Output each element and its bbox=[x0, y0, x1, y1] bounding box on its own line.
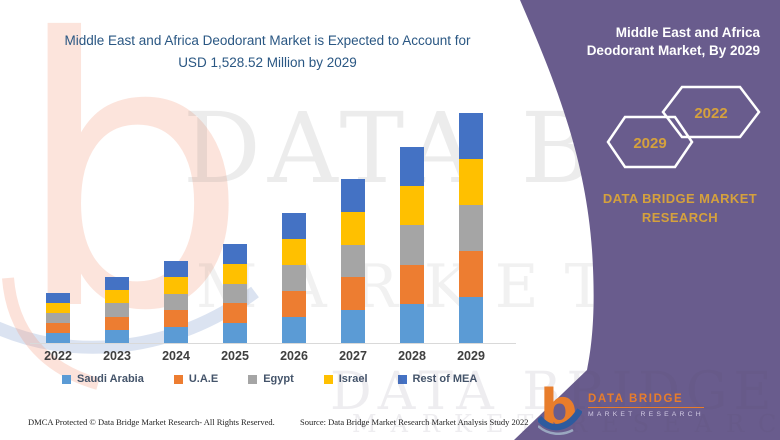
hexagon-2029 bbox=[606, 115, 694, 169]
legend-item-egypt: Egypt bbox=[248, 373, 294, 385]
chart-title-line2: USD 1,528.52 Million by 2029 bbox=[178, 54, 357, 70]
bar-segment-saudi-arabia bbox=[459, 296, 483, 343]
footer-dmca-text: DMCA Protected © Data Bridge Market Rese… bbox=[28, 417, 275, 427]
bar-segment-u-a-e bbox=[105, 316, 129, 330]
legend-label: Rest of MEA bbox=[412, 373, 478, 385]
legend-swatch-icon bbox=[62, 374, 71, 384]
bar-segment-egypt bbox=[282, 264, 306, 291]
legend-label: Egypt bbox=[263, 373, 294, 385]
side-panel-title-line1: Middle East and Africa bbox=[615, 25, 760, 40]
x-axis-label-2024: 2024 bbox=[162, 349, 190, 363]
bar-segment-rest-of-mea bbox=[459, 113, 483, 159]
dbmr-logo-icon: b bbox=[538, 383, 582, 435]
bar-segment-saudi-arabia bbox=[46, 332, 70, 343]
x-axis-label-2029: 2029 bbox=[457, 349, 485, 363]
side-panel-brand: DATA BRIDGE MARKET RESEARCH bbox=[586, 190, 774, 228]
legend-item-israel: Israel bbox=[323, 373, 368, 385]
stacked-bar-2029 bbox=[459, 113, 483, 343]
bar-segment-rest-of-mea bbox=[164, 260, 188, 278]
stacked-bar-2027 bbox=[341, 178, 365, 343]
stacked-bar-2022 bbox=[46, 293, 70, 343]
bar-segment-israel bbox=[459, 159, 483, 205]
bar-segment-saudi-arabia bbox=[164, 326, 188, 343]
bar-segment-saudi-arabia bbox=[223, 323, 247, 343]
legend-swatch-icon bbox=[323, 374, 333, 384]
bar-segment-u-a-e bbox=[282, 290, 306, 317]
chart-title-line1: Middle East and Africa Deodorant Market … bbox=[64, 33, 471, 48]
legend-item-rest-of-mea: Rest of MEA bbox=[397, 373, 478, 385]
bar-segment-israel bbox=[282, 238, 306, 265]
stacked-bar-2023 bbox=[105, 276, 129, 343]
stacked-bar-2026 bbox=[282, 212, 306, 343]
bar-segment-rest-of-mea bbox=[46, 293, 70, 304]
x-axis-label-2026: 2026 bbox=[280, 349, 308, 363]
bar-segment-u-a-e bbox=[341, 277, 365, 311]
bar-segment-u-a-e bbox=[164, 310, 188, 327]
bar-segment-egypt bbox=[46, 313, 70, 323]
bar-segment-israel bbox=[400, 186, 424, 226]
hexagon-2022-label: 2022 bbox=[694, 105, 727, 122]
side-panel-title: Middle East and Africa Deodorant Market,… bbox=[587, 24, 760, 60]
legend-label: Saudi Arabia bbox=[77, 373, 144, 385]
stacked-bar-2025 bbox=[223, 243, 247, 343]
bar-segment-u-a-e bbox=[400, 264, 424, 304]
stacked-bar-plot bbox=[46, 113, 483, 343]
dbmr-logo-subtitle: MARKET RESEARCH bbox=[588, 411, 704, 418]
bar-segment-rest-of-mea bbox=[105, 276, 129, 291]
legend-swatch-icon bbox=[397, 374, 407, 384]
bar-segment-israel bbox=[341, 211, 365, 245]
legend-item-saudi-arabia: Saudi Arabia bbox=[62, 373, 144, 385]
bar-segment-rest-of-mea bbox=[282, 212, 306, 239]
bar-segment-saudi-arabia bbox=[341, 310, 365, 343]
x-axis-label-2028: 2028 bbox=[398, 349, 426, 363]
bar-segment-israel bbox=[46, 303, 70, 313]
x-axis-line bbox=[30, 343, 516, 344]
bar-segment-egypt bbox=[105, 303, 129, 317]
dbmr-logo-name: DATA BRIDGE bbox=[588, 393, 704, 408]
bar-segment-israel bbox=[164, 277, 188, 294]
side-panel-brand-line1: DATA BRIDGE MARKET bbox=[602, 191, 758, 206]
hexagon-2022 bbox=[661, 85, 761, 139]
x-axis-label-2023: 2023 bbox=[103, 349, 131, 363]
watermark-text-line3: DATA BRIDGE bbox=[330, 362, 778, 422]
x-axis-label-2025: 2025 bbox=[221, 349, 249, 363]
bar-segment-egypt bbox=[164, 293, 188, 311]
bar-segment-egypt bbox=[223, 283, 247, 304]
bar-segment-saudi-arabia bbox=[105, 329, 129, 343]
bar-segment-u-a-e bbox=[46, 322, 70, 333]
bar-segment-saudi-arabia bbox=[400, 303, 424, 343]
bar-segment-u-a-e bbox=[223, 303, 247, 324]
bar-segment-rest-of-mea bbox=[400, 146, 424, 187]
legend-label: U.A.E bbox=[188, 373, 219, 385]
legend-swatch-icon bbox=[173, 374, 183, 384]
bar-segment-rest-of-mea bbox=[341, 178, 365, 212]
footer-source-text: Source: Data Bridge Market Research Mark… bbox=[300, 417, 529, 427]
x-axis-label-2027: 2027 bbox=[339, 349, 367, 363]
hexagon-2029-label: 2029 bbox=[633, 135, 666, 152]
bar-segment-u-a-e bbox=[459, 250, 483, 297]
stacked-bar-2024 bbox=[164, 260, 188, 343]
bar-segment-egypt bbox=[400, 225, 424, 265]
bar-segment-israel bbox=[105, 290, 129, 304]
bar-segment-rest-of-mea bbox=[223, 243, 247, 264]
bar-segment-israel bbox=[223, 263, 247, 284]
legend-item-u-a-e: U.A.E bbox=[173, 373, 219, 385]
bar-segment-saudi-arabia bbox=[282, 316, 306, 343]
legend-label: Israel bbox=[338, 373, 368, 385]
chart-title: Middle East and Africa Deodorant Market … bbox=[15, 30, 520, 73]
stacked-bar-2028 bbox=[400, 146, 424, 343]
bar-segment-egypt bbox=[341, 244, 365, 278]
side-panel-brand-line2: RESEARCH bbox=[641, 209, 719, 225]
bar-segment-egypt bbox=[459, 204, 483, 251]
dbmr-logo: b DATA BRIDGE MARKET RESEARCH bbox=[538, 383, 704, 435]
x-axis-label-2022: 2022 bbox=[44, 349, 72, 363]
chart-legend: Saudi Arabia U.A.E Egypt Israel Rest of MEA bbox=[62, 373, 477, 385]
side-panel-title-line2: Deodorant Market, By 2029 bbox=[586, 43, 760, 59]
legend-swatch-icon bbox=[248, 374, 258, 384]
dbmr-logo-text: DATA BRIDGE MARKET RESEARCH bbox=[588, 383, 704, 435]
year-hexagons: 2029 2022 bbox=[606, 85, 761, 169]
